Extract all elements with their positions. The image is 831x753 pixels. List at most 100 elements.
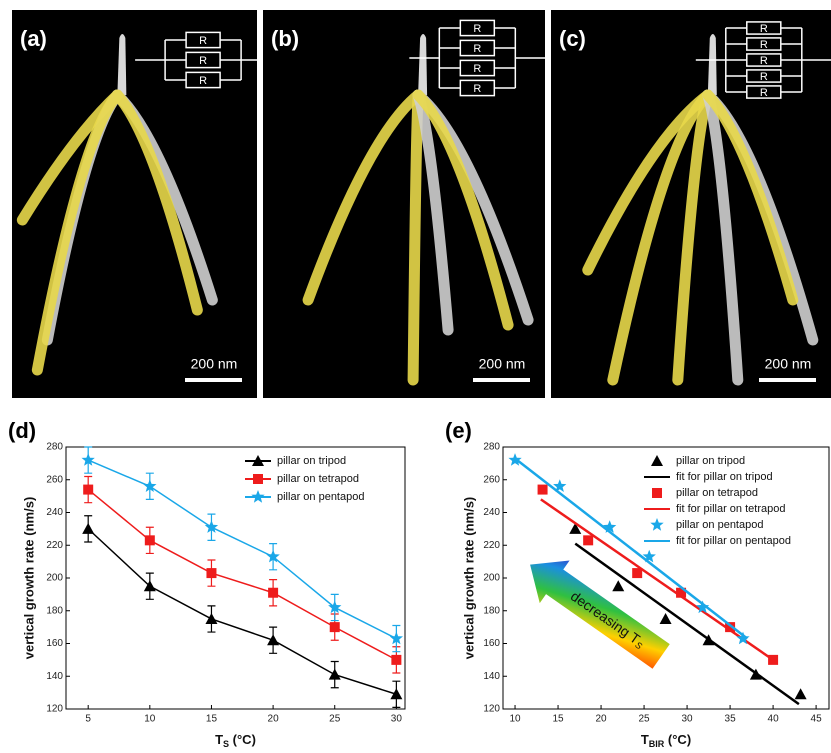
- y-tick-label: 120: [483, 704, 500, 715]
- resistor-label: R: [473, 83, 481, 95]
- legend-label: fit for pillar on tripod: [676, 471, 773, 483]
- resistor-label: R: [199, 35, 207, 47]
- sem-image: (b)200 nmRRRR: [263, 10, 545, 398]
- scale-bar-label: 200 nm: [191, 356, 238, 372]
- figure: (a)200 nmRRR(b)200 nmRRRR(c)200 nmRRRRR(…: [0, 0, 831, 753]
- x-tick-label: 30: [682, 714, 694, 725]
- pillar-leg: [413, 95, 418, 380]
- series-line: [88, 490, 396, 660]
- chart: (d) 120 140 160 180 200 220 240 260 280 5 10 15 20 25 3…: [8, 418, 405, 750]
- resistor-label: R: [473, 43, 481, 55]
- x-tick-label: 20: [595, 714, 607, 725]
- panel-label: (d): [8, 418, 36, 443]
- scale-bar-label: 200 nm: [765, 356, 812, 372]
- x-tick-label: 40: [768, 714, 780, 725]
- resistor-label: R: [760, 87, 768, 99]
- sem-image: (a)200 nmRRR: [12, 10, 271, 398]
- panel-label: (a): [20, 26, 47, 51]
- x-tick-label: 10: [509, 714, 521, 725]
- x-tick-label: 45: [811, 714, 823, 725]
- resistor-label: R: [473, 63, 481, 75]
- x-tick-label: 15: [206, 714, 218, 725]
- legend-label: fit for pillar on pentapod: [676, 535, 791, 547]
- data-point: [583, 535, 593, 545]
- y-tick-label: 140: [46, 671, 63, 682]
- series-line: [88, 529, 396, 694]
- x-axis-label-sub: BIR: [649, 739, 665, 749]
- y-tick-label: 240: [46, 507, 63, 518]
- legend-marker: [650, 518, 663, 531]
- legend-label: pillar on tripod: [676, 455, 745, 467]
- x-axis-label-main: T: [215, 732, 223, 747]
- y-tick-label: 180: [483, 605, 500, 616]
- resistor-label: R: [760, 55, 768, 67]
- data-point: [660, 613, 672, 624]
- data-point: [391, 655, 401, 665]
- y-tick-label: 260: [483, 474, 500, 485]
- x-axis-label-unit: (°C): [664, 732, 691, 747]
- x-tick-label: 25: [639, 714, 651, 725]
- x-axis-label: TBIR (°C): [641, 732, 691, 749]
- data-point: [267, 634, 279, 645]
- legend-label: pillar on tetrapod: [277, 473, 359, 485]
- plot-frame: [66, 447, 405, 709]
- y-tick-label: 160: [483, 638, 500, 649]
- x-tick-label: 25: [329, 714, 341, 725]
- y-tick-label: 220: [46, 540, 63, 551]
- resistor-label: R: [199, 75, 207, 87]
- resistor-label: R: [199, 55, 207, 67]
- data-point: [390, 688, 402, 699]
- sem-image: (c)200 nmRRRRR: [551, 10, 831, 398]
- data-point: [206, 568, 216, 578]
- panel-label: (e): [445, 418, 472, 443]
- y-tick-label: 200: [483, 573, 500, 584]
- resistor-label: R: [760, 39, 768, 51]
- series-line: [88, 460, 396, 638]
- data-point: [329, 669, 341, 680]
- data-point: [538, 485, 548, 495]
- chart: (e) 120 140 160 180 200 220 240 260 280 10 15 20 25 30…: [445, 418, 829, 750]
- panel-label: (b): [271, 26, 299, 51]
- data-point: [205, 613, 217, 624]
- x-tick-label: 20: [268, 714, 280, 725]
- x-tick-label: 5: [85, 714, 91, 725]
- legend-label: pillar on pentapod: [277, 491, 364, 503]
- y-tick-label: 280: [46, 442, 63, 453]
- data-point: [268, 588, 278, 598]
- x-tick-label: 10: [144, 714, 156, 725]
- x-axis-label: TS (°C): [215, 732, 256, 749]
- resistor-label: R: [473, 23, 481, 35]
- y-tick-label: 200: [46, 573, 63, 584]
- resistor-label: R: [760, 23, 768, 35]
- y-tick-label: 160: [46, 638, 63, 649]
- legend-label: fit for pillar on tetrapod: [676, 503, 785, 515]
- y-tick-label: 120: [46, 704, 63, 715]
- resistor-label: R: [760, 71, 768, 83]
- x-tick-label: 30: [391, 714, 403, 725]
- y-tick-label: 280: [483, 442, 500, 453]
- legend-marker: [253, 474, 263, 484]
- y-tick-label: 220: [483, 540, 500, 551]
- y-tick-label: 140: [483, 671, 500, 682]
- y-tick-label: 180: [46, 605, 63, 616]
- x-axis-label-main: T: [641, 732, 649, 747]
- data-point: [83, 485, 93, 495]
- y-tick-label: 240: [483, 507, 500, 518]
- legend-label: pillar on tetrapod: [676, 487, 758, 499]
- x-axis-label-unit: (°C): [229, 732, 256, 747]
- y-tick-label: 260: [46, 474, 63, 485]
- x-tick-label: 35: [725, 714, 737, 725]
- legend-label: pillar on tripod: [277, 455, 346, 467]
- data-point: [612, 580, 624, 591]
- x-tick-label: 15: [552, 714, 564, 725]
- data-point: [82, 523, 94, 534]
- fit-line: [515, 458, 747, 638]
- legend-marker: [652, 488, 662, 498]
- data-point: [795, 688, 807, 699]
- y-axis-label: vertical growth rate (nm/s): [21, 497, 36, 660]
- annotation-text: decreasing TS: [567, 587, 648, 651]
- legend-marker: [651, 455, 663, 466]
- data-point: [145, 535, 155, 545]
- legend-label: pillar on pentapod: [676, 519, 763, 531]
- y-axis-label: vertical growth rate (nm/s): [461, 497, 476, 660]
